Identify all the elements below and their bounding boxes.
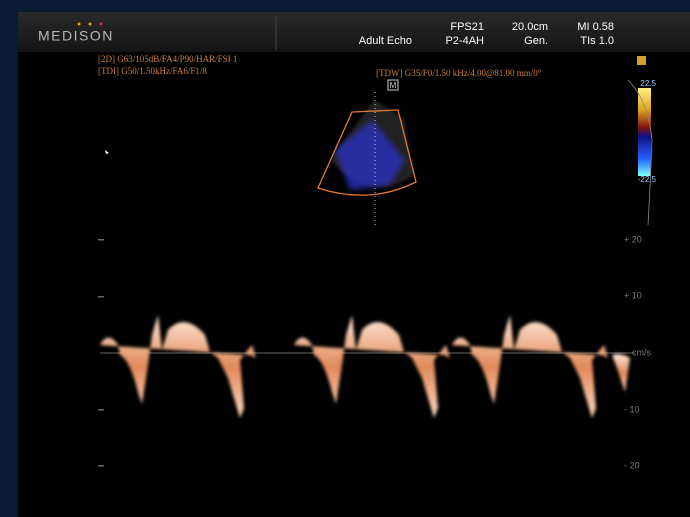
probe: P2-4AH xyxy=(445,35,484,47)
color-bar xyxy=(638,88,651,176)
scale-label: + 20 xyxy=(624,234,642,244)
velocity-scale: + 20 + 10 cm/s - 10 - 20 xyxy=(624,234,651,470)
tis: TIs 1.0 xyxy=(580,35,614,47)
scale-label: - 10 xyxy=(624,404,640,414)
doppler-trace xyxy=(100,315,630,418)
scale-label: - 20 xyxy=(624,460,640,470)
color-top: 22.5 xyxy=(640,79,656,88)
cursor xyxy=(105,150,109,154)
brand: MEDISON xyxy=(38,28,114,44)
color-bottom: -22.5 xyxy=(638,175,657,184)
header-bar xyxy=(18,12,690,52)
icon xyxy=(637,56,646,65)
fps: FPS21 xyxy=(450,21,484,33)
sector xyxy=(317,92,417,228)
display xyxy=(18,12,690,517)
depth: 20.0cm xyxy=(512,21,548,33)
param-tdw: [TDW] G35/F0/1.50 kHz/4.00@81.00 mm/0° xyxy=(376,68,542,78)
scale-label: + 10 xyxy=(624,290,642,300)
mi: MI 0.58 xyxy=(577,21,614,33)
left-ticks xyxy=(98,239,104,467)
param-2d: [2D] G63/105dB/FA4/P90/HAR/FSI 1 xyxy=(98,54,237,64)
marker: M xyxy=(390,81,397,90)
preset: Adult Echo xyxy=(359,35,412,47)
marker-box xyxy=(387,79,399,91)
scale-label: cm/s xyxy=(632,347,651,357)
mode: Gen. xyxy=(524,35,548,47)
param-tdi: [TDI] G50/1.50kHz/FA6/F1/8 xyxy=(98,66,207,76)
